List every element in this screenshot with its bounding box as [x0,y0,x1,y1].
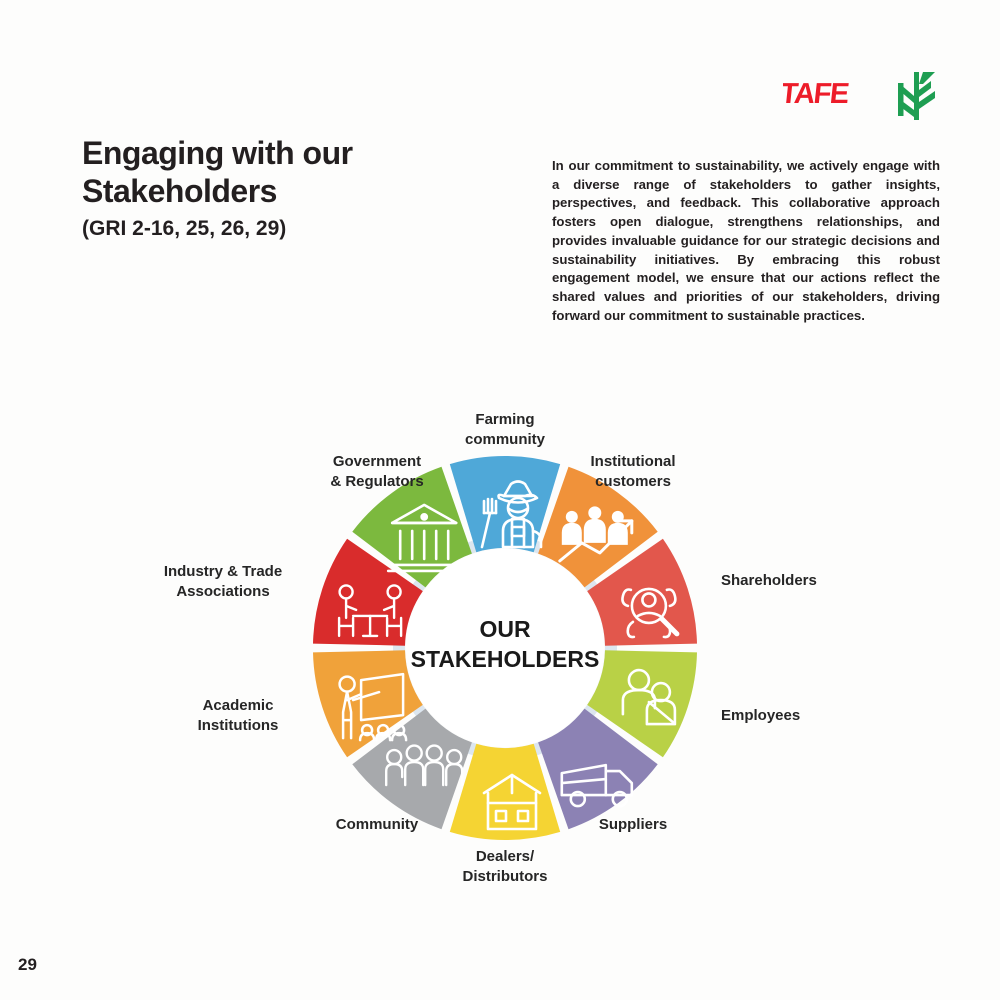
svg-text:Shareholders: Shareholders [721,572,817,589]
svg-text:Community: Community [336,816,419,833]
svg-text:Associations: Associations [176,583,269,600]
svg-text:Industry & Trade: Industry & Trade [164,563,282,580]
svg-text:community: community [465,431,546,448]
svg-text:Government: Government [333,453,421,470]
svg-text:& Regulators: & Regulators [330,473,423,490]
svg-text:OUR: OUR [479,616,531,642]
svg-text:Suppliers: Suppliers [599,816,667,833]
svg-text:STAKEHOLDERS: STAKEHOLDERS [411,646,600,672]
svg-text:Institutional: Institutional [591,453,676,470]
svg-text:Dealers/: Dealers/ [476,848,535,865]
svg-text:Academic: Academic [203,697,274,714]
svg-text:Distributors: Distributors [462,868,547,885]
svg-text:Farming: Farming [475,411,534,428]
svg-text:Employees: Employees [721,707,800,724]
svg-text:Institutions: Institutions [198,717,279,734]
svg-text:customers: customers [595,473,671,490]
